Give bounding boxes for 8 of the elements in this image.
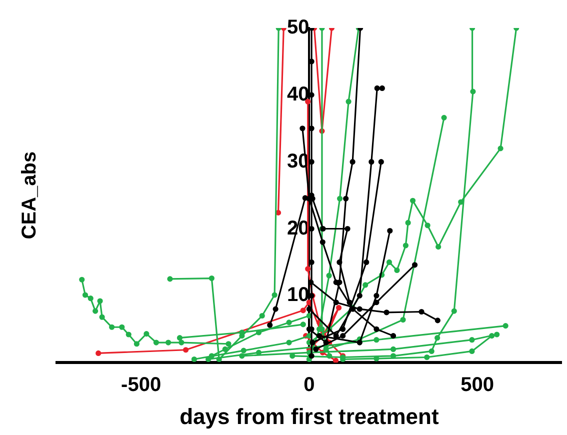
x-tick-label: -500 <box>121 374 162 396</box>
y-axis-title: CEA_abs <box>18 151 41 240</box>
x-tick-label: 500 <box>460 374 494 396</box>
y-tick-label: 50 <box>286 16 310 39</box>
x-axis-title: days from first treatment <box>180 404 440 429</box>
x-tick-label: 0 <box>304 374 315 396</box>
y-tick-label: 40 <box>286 83 310 106</box>
y-tick-label: 10 <box>286 284 310 306</box>
